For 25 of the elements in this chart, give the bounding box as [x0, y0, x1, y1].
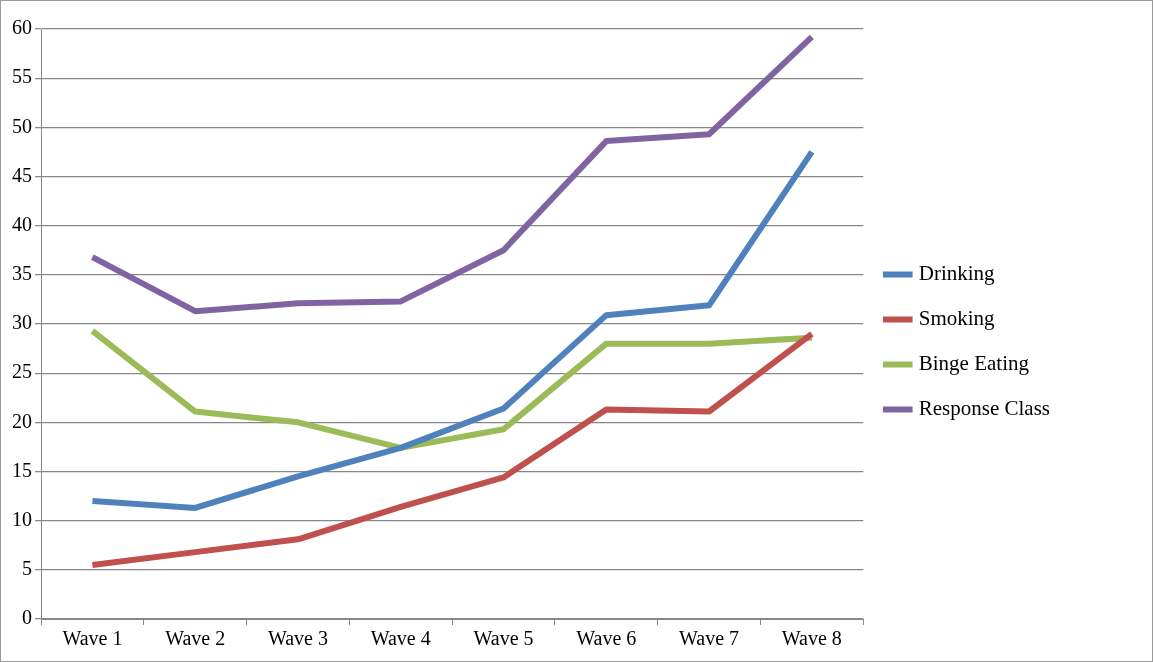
x-tick-label: Wave 6: [576, 627, 637, 650]
x-tick-label: Wave 7: [679, 627, 740, 650]
legend-label: Drinking: [918, 261, 996, 286]
legend-label: Binge Eating: [918, 351, 1030, 376]
y-tick-label: 40: [12, 212, 32, 235]
x-tick-label: Wave 2: [165, 627, 226, 650]
y-tick-label: 20: [12, 409, 32, 432]
y-tick-label: 45: [12, 163, 32, 186]
y-tick-label: 35: [12, 262, 32, 285]
legend-label: Response Class: [918, 396, 1050, 421]
y-tick-label: 0: [22, 606, 32, 629]
x-tick-label: Wave 8: [781, 627, 842, 650]
y-tick-label: 15: [12, 458, 32, 481]
y-tick-label: 55: [12, 65, 32, 88]
x-tick-label: Wave 5: [473, 627, 534, 650]
x-tick-label: Wave 1: [62, 627, 123, 650]
y-tick-label: 50: [12, 114, 32, 137]
y-tick-label: 5: [22, 557, 32, 580]
y-tick-label: 60: [12, 16, 32, 39]
y-tick-label: 10: [12, 507, 32, 530]
x-tick-label: Wave 3: [267, 627, 328, 650]
legend-label: Smoking: [918, 306, 996, 331]
x-tick-label: Wave 4: [370, 627, 431, 650]
y-tick-label: 25: [12, 360, 32, 383]
y-tick-label: 30: [12, 311, 32, 334]
